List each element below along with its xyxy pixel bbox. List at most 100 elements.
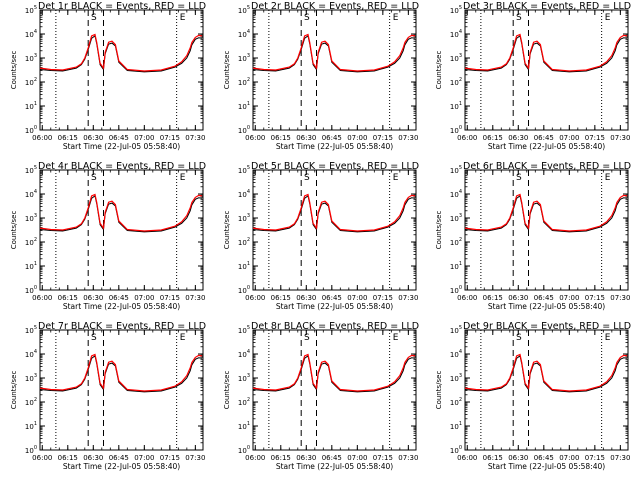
x-tick-label: 06:15 xyxy=(271,294,291,302)
lld-series-line xyxy=(464,353,628,392)
lld-series-line xyxy=(252,353,416,392)
y-tick-label: 101 xyxy=(238,101,250,111)
x-tick-label: 07:15 xyxy=(160,294,180,302)
x-tick-label: 06:00 xyxy=(245,294,265,302)
x-tick-label: 06:45 xyxy=(109,454,129,462)
x-tick-label: 07:00 xyxy=(559,134,579,142)
x-tick-label: 06:15 xyxy=(58,454,78,462)
panel-title: Det 1r BLACK = Events, RED = LLD xyxy=(38,1,206,12)
y-tick-label: 103 xyxy=(25,373,37,383)
x-tick-label: 06:00 xyxy=(32,134,52,142)
detector-panel-3: Det 3r BLACK = Events, RED = LLD 100 101 10… xyxy=(435,1,631,151)
x-tick-label: 06:30 xyxy=(508,294,528,302)
x-tick-label: 07:30 xyxy=(610,294,630,302)
y-tick-label: 101 xyxy=(238,421,250,431)
end-marker-label: E xyxy=(393,173,399,183)
y-tick-label: 105 xyxy=(450,5,462,15)
end-marker-label: E xyxy=(605,173,611,183)
y-tick-label: 100 xyxy=(238,445,250,455)
y-axis-label: Counts/sec xyxy=(223,211,231,250)
x-axis-label: Start Time (22-Jul-05 05:58:40) xyxy=(63,462,180,471)
x-tick-label: 06:30 xyxy=(296,454,316,462)
end-marker-label: E xyxy=(605,13,611,23)
panel-title: Det 5r BLACK = Events, RED = LLD xyxy=(251,161,419,172)
y-tick-label: 101 xyxy=(25,101,37,111)
x-tick-label: 06:15 xyxy=(58,294,78,302)
x-tick-label: 06:45 xyxy=(109,134,129,142)
y-tick-label: 102 xyxy=(450,397,462,407)
y-tick-label: 102 xyxy=(238,237,250,247)
x-tick-label: 06:00 xyxy=(457,454,477,462)
events-series-line xyxy=(39,35,203,73)
events-series-line xyxy=(39,355,203,393)
start-marker-label: S xyxy=(516,333,522,343)
panel-title: Det 7r BLACK = Events, RED = LLD xyxy=(38,321,206,332)
panel-title: Det 3r BLACK = Events, RED = LLD xyxy=(463,1,631,12)
y-tick-label: 102 xyxy=(450,77,462,87)
x-tick-label: 07:30 xyxy=(185,134,205,142)
y-tick-label: 104 xyxy=(450,189,462,199)
x-tick-label: 06:15 xyxy=(483,454,503,462)
y-tick-label: 105 xyxy=(238,5,250,15)
x-tick-label: 06:45 xyxy=(322,134,342,142)
y-tick-label: 100 xyxy=(238,285,250,295)
detector-panel-1: Det 1r BLACK = Events, RED = LLD 100 101 10… xyxy=(10,1,206,151)
x-tick-label: 07:00 xyxy=(347,134,367,142)
x-tick-label: 06:45 xyxy=(534,134,554,142)
y-tick-label: 104 xyxy=(25,189,37,199)
x-tick-label: 07:00 xyxy=(559,454,579,462)
events-series-line xyxy=(464,355,628,393)
lld-series-line xyxy=(464,193,628,232)
y-tick-label: 100 xyxy=(25,445,37,455)
end-marker-label: E xyxy=(180,13,186,23)
x-axis-label: Start Time (22-Jul-05 05:58:40) xyxy=(488,302,605,311)
x-tick-label: 06:30 xyxy=(296,134,316,142)
y-axis-label: Counts/sec xyxy=(435,51,443,90)
y-tick-label: 103 xyxy=(25,213,37,223)
start-marker-label: S xyxy=(304,173,310,183)
y-tick-label: 102 xyxy=(238,77,250,87)
lld-series-line xyxy=(464,33,628,72)
y-tick-label: 102 xyxy=(25,77,37,87)
x-tick-label: 07:15 xyxy=(373,294,393,302)
x-tick-label: 07:00 xyxy=(347,294,367,302)
start-marker-label: S xyxy=(516,13,522,23)
y-tick-label: 102 xyxy=(450,237,462,247)
x-tick-label: 06:00 xyxy=(245,134,265,142)
x-tick-label: 06:45 xyxy=(322,294,342,302)
start-marker-label: S xyxy=(91,333,97,343)
x-tick-label: 06:00 xyxy=(245,454,265,462)
start-marker-label: S xyxy=(516,173,522,183)
x-tick-label: 07:15 xyxy=(160,134,180,142)
events-series-line xyxy=(464,195,628,233)
y-tick-label: 104 xyxy=(25,349,37,359)
y-tick-label: 105 xyxy=(450,165,462,175)
y-tick-label: 105 xyxy=(238,165,250,175)
y-tick-label: 101 xyxy=(450,101,462,111)
x-tick-label: 06:00 xyxy=(457,134,477,142)
x-axis-label: Start Time (22-Jul-05 05:58:40) xyxy=(276,462,393,471)
x-tick-label: 07:30 xyxy=(185,294,205,302)
x-tick-label: 07:15 xyxy=(585,294,605,302)
y-tick-label: 100 xyxy=(25,285,37,295)
y-tick-label: 101 xyxy=(450,261,462,271)
panel-title: Det 4r BLACK = Events, RED = LLD xyxy=(38,161,206,172)
y-tick-label: 102 xyxy=(238,397,250,407)
detector-panel-8: Det 8r BLACK = Events, RED = LLD 100 101 10… xyxy=(223,321,419,471)
y-tick-label: 102 xyxy=(25,397,37,407)
x-tick-label: 07:00 xyxy=(134,454,154,462)
lld-series-line xyxy=(39,353,203,392)
x-tick-label: 06:45 xyxy=(109,294,129,302)
x-tick-label: 07:30 xyxy=(398,454,418,462)
x-tick-label: 06:45 xyxy=(534,294,554,302)
x-tick-label: 06:15 xyxy=(58,134,78,142)
x-tick-label: 06:15 xyxy=(271,454,291,462)
detector-panel-4: Det 4r BLACK = Events, RED = LLD 100 101 10… xyxy=(10,161,206,311)
x-axis-label: Start Time (22-Jul-05 05:58:40) xyxy=(488,462,605,471)
detector-panel-6: Det 6r BLACK = Events, RED = LLD 100 101 10… xyxy=(435,161,631,311)
lld-series-line xyxy=(39,193,203,232)
x-tick-label: 07:15 xyxy=(373,134,393,142)
x-tick-label: 06:30 xyxy=(508,454,528,462)
events-series-line xyxy=(252,35,416,73)
events-series-line xyxy=(39,195,203,233)
